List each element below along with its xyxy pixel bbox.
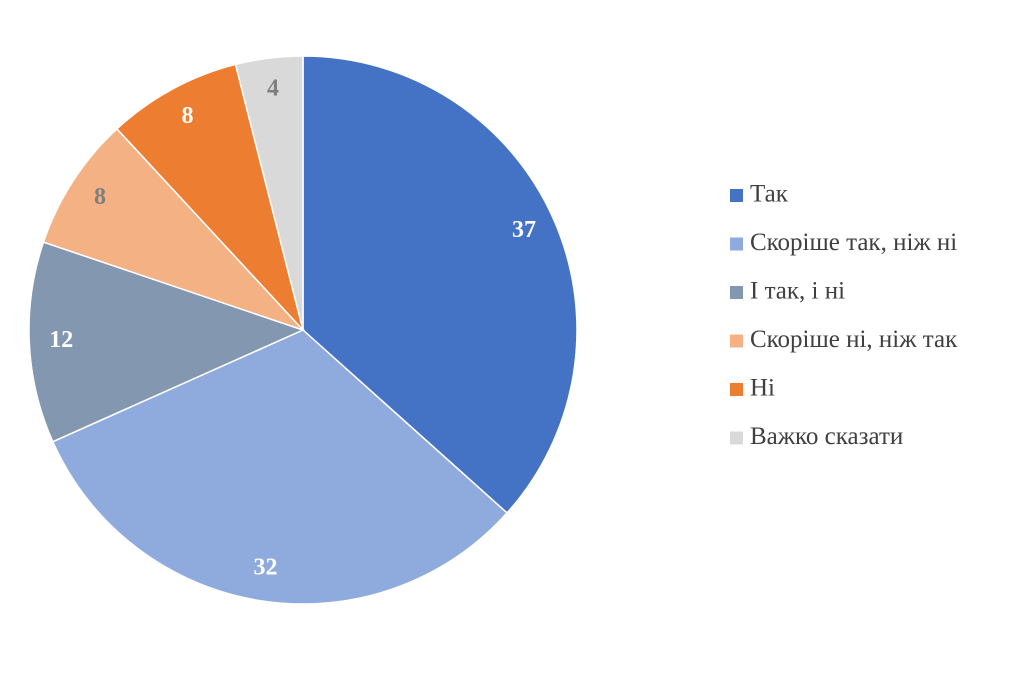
pie-slice [115,63,304,331]
legend-swatch [730,431,743,445]
pie-slice [42,127,304,331]
data-label: 37 [512,217,536,243]
legend-label: І так, і ні [750,278,845,305]
data-label: 12 [49,327,73,353]
pie-slice [234,55,304,331]
data-label: 8 [181,103,193,129]
pie-slice [51,329,509,605]
legend-label: Ні [750,375,775,402]
data-label: 32 [254,555,278,581]
pie-slice [28,241,306,443]
data-label: 4 [267,75,279,101]
legend-swatch [730,286,743,299]
legend-swatch [730,334,743,348]
pie-slice [302,55,578,514]
legend-label: Важко сказати [750,423,903,450]
legend-swatch [730,237,743,251]
data-label: 8 [94,184,106,210]
legend-label: Так [750,181,789,208]
legend-label: Скоріше ні, ніж так [750,326,958,353]
legend-label: Скоріше так, ніж ні [750,229,957,256]
legend-swatch [730,189,743,202]
legend-swatch [730,383,743,396]
